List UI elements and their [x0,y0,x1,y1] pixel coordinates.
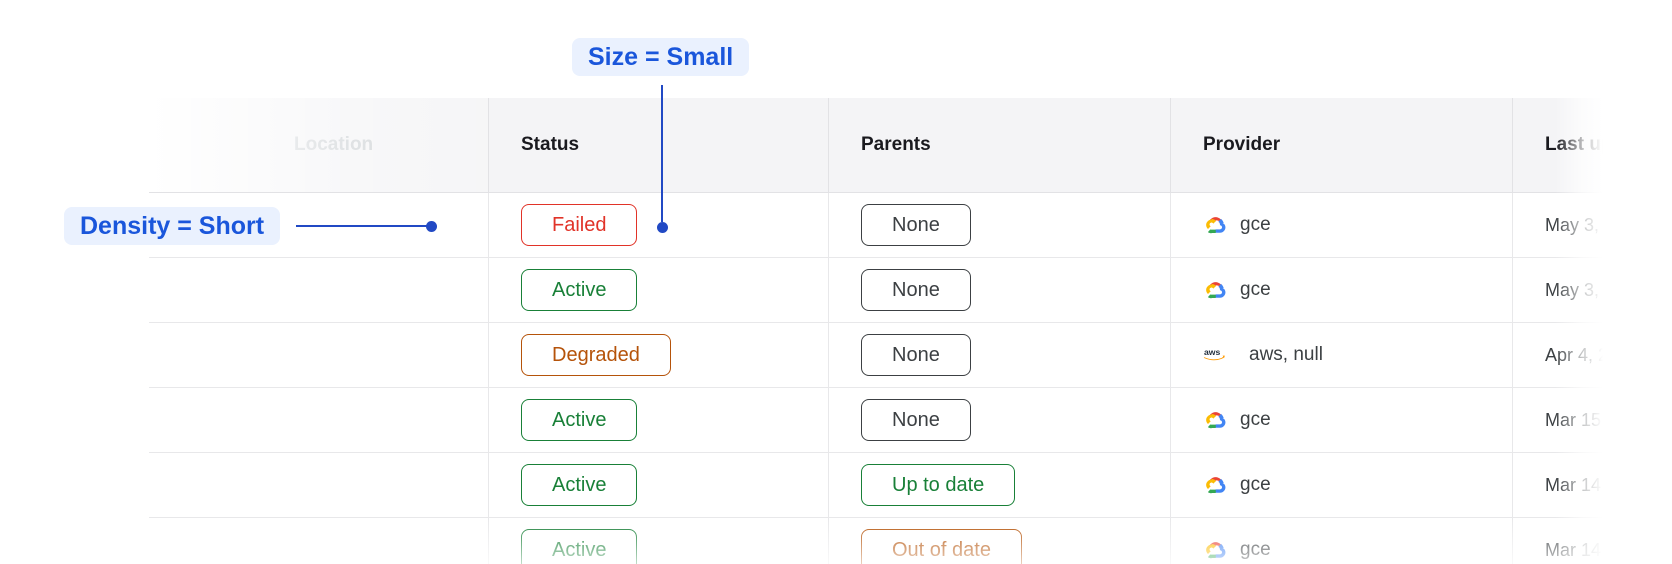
svg-text:aws: aws [1204,347,1221,357]
